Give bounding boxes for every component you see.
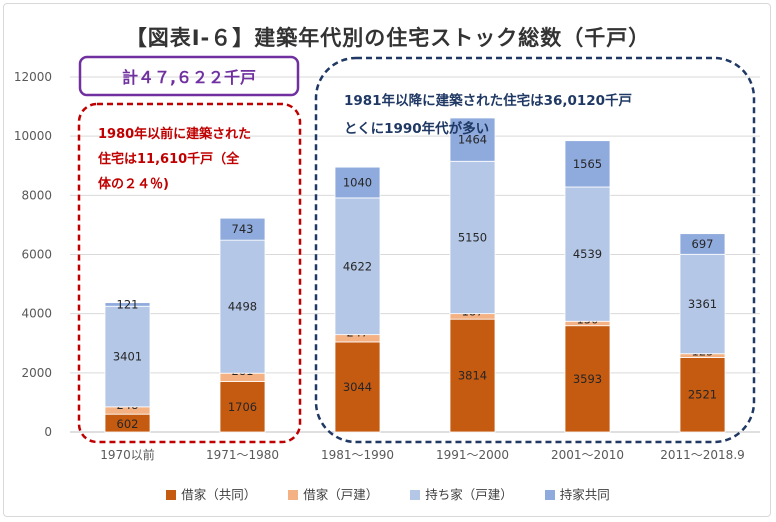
data-label: 697 xyxy=(692,237,714,251)
bar-segment xyxy=(334,341,381,433)
legend-swatch xyxy=(288,490,299,500)
y-tick-label: 12000 xyxy=(14,70,52,84)
bar-segment xyxy=(334,197,381,336)
bar-segment xyxy=(679,253,726,355)
chart-frame xyxy=(3,3,771,517)
bar-segment xyxy=(219,239,266,374)
data-label: 602 xyxy=(117,417,139,431)
bar-segment xyxy=(104,305,151,408)
bar-segment xyxy=(104,302,151,307)
legend-item: 持家共同 xyxy=(544,484,610,503)
legend-label: 持家共同 xyxy=(559,487,610,502)
x-tick-label: 1971～1980 xyxy=(206,448,279,462)
legend-swatch xyxy=(544,490,555,500)
data-label: 743 xyxy=(232,222,254,236)
x-tick-label: 1970以前 xyxy=(100,447,155,462)
legend-item: 借家（共同） xyxy=(166,484,256,503)
y-tick-label: 2000 xyxy=(21,366,52,380)
y-tick-label: 8000 xyxy=(21,188,52,202)
post1981-annotation-line2: とくに1990年代が多い xyxy=(344,120,489,137)
post1981-annotation-line1: 1981年以降に建築された住宅は36,0120千戸 xyxy=(344,92,632,109)
pre1980-annotation-line3: 体の２４％) xyxy=(98,176,169,192)
y-tick-label: 10000 xyxy=(14,129,52,143)
y-tick-label: 0 xyxy=(44,425,52,439)
pre1980-annotation-line2: 住宅は11,610千戸（全 xyxy=(98,151,240,167)
legend-label: 借家（共同） xyxy=(181,487,257,502)
data-label: 3401 xyxy=(113,350,142,364)
bar-segment xyxy=(679,233,726,255)
bar-segment xyxy=(449,117,496,162)
y-tick-label: 6000 xyxy=(21,248,52,262)
bar-segment xyxy=(449,160,496,315)
data-label: 4622 xyxy=(343,259,372,273)
post1981-annotation-box xyxy=(314,56,756,444)
y-tick-label: 4000 xyxy=(21,307,52,321)
x-tick-label: 1981～1990 xyxy=(321,448,394,462)
data-label: 2521 xyxy=(688,388,717,402)
x-tick-label: 2011～2018.9 xyxy=(660,448,745,462)
data-label: 1040 xyxy=(343,176,372,190)
legend-label: 借家（戸建） xyxy=(303,487,379,502)
data-label: 3044 xyxy=(343,380,372,394)
data-label: 1464 xyxy=(458,133,487,147)
data-label: 3361 xyxy=(688,297,717,311)
data-label: 1565 xyxy=(573,157,602,171)
data-label: 121 xyxy=(117,297,139,311)
total-annotation: 計４７,６２２千戸 xyxy=(122,68,256,87)
chart-title: 【図表Ⅰ-６】建築年代別の住宅ストック総数（千戸） xyxy=(125,26,651,50)
bar-segment xyxy=(219,217,266,241)
data-label: 3814 xyxy=(458,369,487,383)
data-label: 1706 xyxy=(228,400,257,414)
data-label: 5150 xyxy=(458,230,487,244)
data-label: 3593 xyxy=(573,372,602,386)
legend-label: 持ち家（戸建） xyxy=(425,487,513,502)
x-tick-label: 1991～2000 xyxy=(436,448,509,462)
total-annotation-box xyxy=(78,55,300,97)
pre1980-annotation-line1: 1980年以前に建築された xyxy=(98,126,251,142)
chart-legend: 借家（共同） 借家（戸建） 持ち家（戸建） 持家共同 xyxy=(0,484,776,503)
legend-swatch xyxy=(166,490,177,500)
legend-item: 借家（戸建） xyxy=(288,484,378,503)
legend-swatch xyxy=(410,490,421,500)
bar-segment xyxy=(564,186,611,322)
bar-segment xyxy=(564,140,611,188)
x-tick-label: 2001～2010 xyxy=(551,448,624,462)
pre1980-annotation-box xyxy=(77,102,302,444)
bar-segment xyxy=(334,166,381,199)
bar-segment xyxy=(219,381,266,433)
bar-segment xyxy=(449,318,496,433)
bar-segment xyxy=(679,357,726,433)
data-label: 4498 xyxy=(228,300,257,314)
data-label: 4539 xyxy=(573,247,602,261)
legend-item: 持ち家（戸建） xyxy=(410,484,513,503)
